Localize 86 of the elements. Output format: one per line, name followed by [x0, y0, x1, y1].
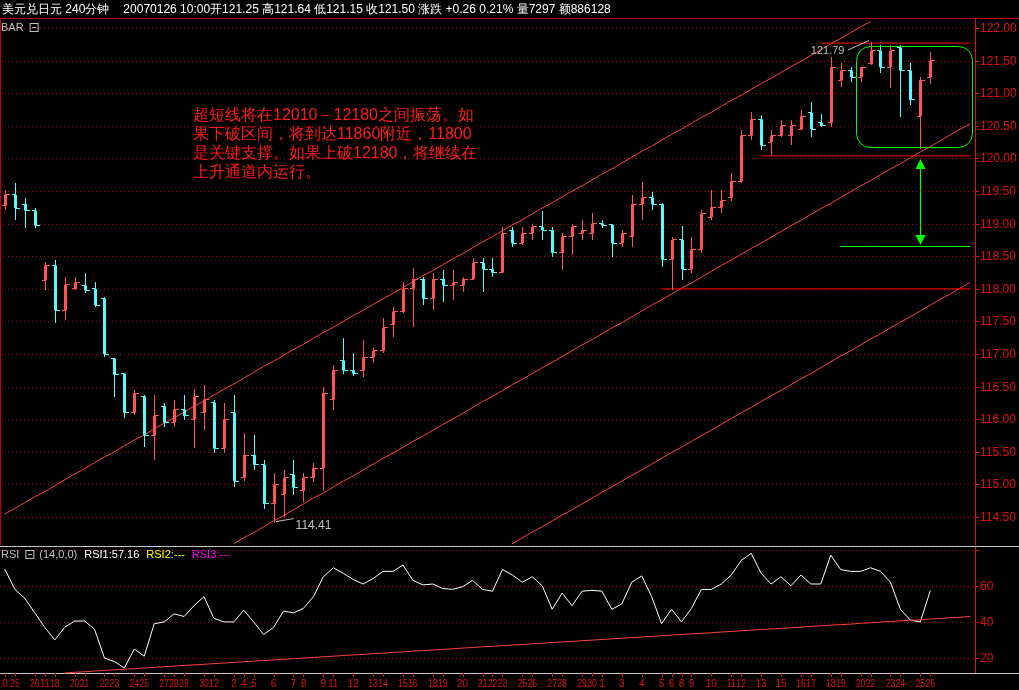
y-tick-label: 116.00	[980, 412, 1017, 427]
y-tick-label: 114.50	[980, 509, 1017, 524]
line-series	[64, 616, 971, 674]
x-tick-label: 11	[328, 678, 339, 689]
y-tick-label: 115.00	[980, 477, 1017, 492]
x-tick-label: 26	[925, 678, 937, 689]
x-tick-label: 23	[109, 678, 121, 689]
x-tick-label: 15	[775, 678, 787, 689]
x-tick-label: 16	[408, 678, 420, 689]
y-tick-label: 116.50	[980, 379, 1017, 394]
x-tick-label: 2	[231, 678, 238, 689]
x-tick-label: 8	[300, 678, 307, 689]
x-tick-label: 14	[378, 678, 390, 689]
y-tick-label: 119.50	[980, 184, 1017, 199]
x-tick-label: 3	[619, 678, 626, 689]
x-tick-label: 17	[806, 678, 818, 689]
x-tick-label: 22	[487, 678, 499, 689]
x-tick-label: 1	[599, 678, 606, 689]
x-tick-label: 20	[69, 678, 81, 689]
annotation: RSI2:---	[146, 548, 186, 560]
chart-subtitle: (14,0,0)	[39, 548, 78, 560]
annotation: BAR	[1, 21, 24, 33]
y-tick-label: 121.50	[980, 53, 1018, 68]
y-tick-label: 60	[980, 578, 994, 593]
x-tick-label: 25	[517, 678, 529, 689]
x-tick-label: 21	[79, 678, 91, 689]
x-tick-label: 18	[49, 678, 62, 689]
x-tick-label: 30	[587, 678, 599, 689]
x-tick-label: 29	[179, 678, 191, 689]
y-tick-label: 119.00	[980, 216, 1017, 231]
x-tick-label: 9	[688, 678, 695, 689]
annotation: 超短线将在12010－12180之间振荡。如果下破区间，将到达11860附近，11800是关键支撑。如果上破12180，将继续在上升通道内运行。	[193, 106, 478, 180]
x-tick-label: 11	[39, 678, 51, 689]
x-tick-label: 6	[668, 678, 675, 689]
x-tick-label: 9	[320, 678, 327, 689]
y-tick-label: 120.50	[980, 118, 1018, 133]
y-tick-label: 118.00	[980, 281, 1017, 296]
x-tick-label: 23	[885, 678, 897, 689]
x-tick-label: 5	[250, 678, 257, 689]
line-series	[511, 281, 971, 545]
x-tick-label: 7	[290, 678, 297, 689]
x-tick-label: 4	[638, 678, 645, 689]
x-tick-label: 25	[10, 678, 22, 689]
x-tick-label: 24	[895, 678, 907, 689]
x-tick-label: 28	[557, 678, 569, 689]
y-tick-label: 122.00	[980, 21, 1018, 36]
x-tick-label: 12	[347, 678, 360, 689]
x-tick-label: 20	[855, 678, 867, 689]
y-tick-label: 120.00	[980, 151, 1018, 166]
x-tick-label: 4	[240, 678, 247, 689]
x-tick-label: 20	[457, 678, 469, 689]
x-tick-label: 5	[658, 678, 665, 689]
x-tick-label: 0	[2, 678, 9, 689]
x-tick-label: 19	[437, 678, 450, 689]
line-series	[4, 21, 872, 515]
x-tick-label: 11	[726, 678, 737, 689]
x-tick-label: 13	[368, 678, 380, 689]
y-tick-label: 117.00	[980, 347, 1017, 362]
x-tick-label: 12	[736, 678, 748, 689]
x-tick-label: 22	[865, 678, 877, 689]
x-tick-label: 10	[705, 678, 718, 689]
chart-title: 美元兑日元 240分钟	[2, 2, 110, 16]
y-tick-label: 121.00	[980, 86, 1018, 101]
x-tick-label: 25	[915, 678, 927, 689]
x-tick-label: 19	[835, 678, 847, 689]
x-tick-label: 23	[497, 678, 509, 689]
y-tick-label: 118.50	[980, 249, 1017, 264]
x-tick-label: 12	[209, 678, 221, 689]
y-tick-label: 115.50	[980, 444, 1017, 459]
chart-subtitle: 20070126 10:00开121.25 高121.64 低121.15 收121.50 涨跌 +0.26 0.21% 量7297 额886128	[123, 2, 612, 16]
y-tick-label: 117.50	[980, 314, 1017, 329]
x-tick-label: 26	[527, 678, 539, 689]
x-tick-label: 22	[99, 678, 111, 689]
x-tick-label: 8	[678, 678, 685, 689]
x-tick-label: 6	[270, 678, 277, 689]
y-tick-label: 40	[980, 614, 994, 629]
line-series	[4, 552, 931, 669]
x-tick-label: 21	[477, 678, 489, 689]
x-tick-label: 13	[755, 678, 768, 689]
annotation: RSI1:57.16	[84, 548, 140, 560]
chart-title: RSI	[1, 548, 20, 560]
y-tick-label: 20	[980, 651, 994, 666]
x-tick-label: 24	[129, 678, 141, 689]
annotation: RSI3:---	[191, 548, 231, 560]
annotation: 114.41	[295, 517, 332, 532]
x-tick-label: 25	[139, 678, 151, 689]
